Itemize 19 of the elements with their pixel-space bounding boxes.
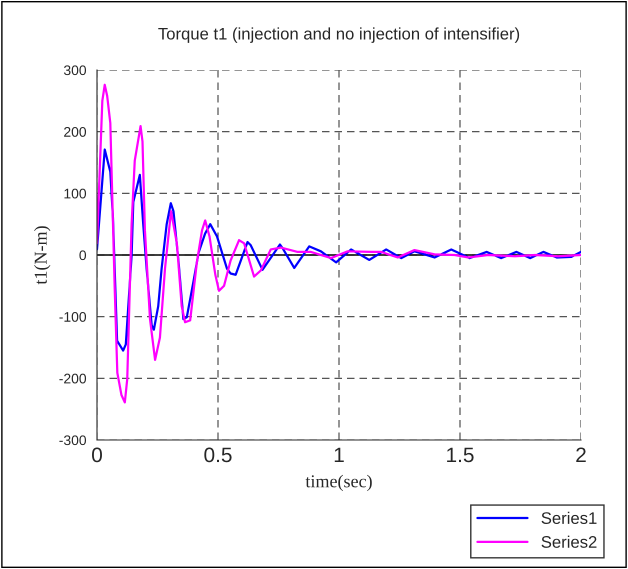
y-tick-label: 100 — [64, 188, 86, 199]
line-series — [97, 148, 581, 352]
y-tick-label: -300 — [59, 435, 86, 446]
x-axis-title: time(sec) — [306, 474, 372, 492]
y-tick-label: 200 — [64, 127, 86, 137]
legend-label: Series1 — [542, 512, 596, 524]
legend-label: Series2 — [542, 536, 596, 548]
y-tick-label: -100 — [59, 312, 86, 322]
x-tick-label: 0.5 — [204, 447, 232, 462]
line-series — [97, 84, 581, 404]
y-tick-label: -200 — [59, 374, 86, 384]
x-tick-label: 0 — [92, 447, 102, 462]
x-tick-label: 1.5 — [447, 448, 474, 462]
chart-title: Torque t1 (injection and no injection of intensifier) — [158, 27, 520, 43]
y-tick-label: 300 — [64, 65, 86, 76]
x-tick-label: 2 — [576, 447, 586, 462]
y-axis-title: t1(N-m) — [34, 226, 50, 284]
y-tick-label: 0 — [79, 250, 86, 260]
x-tick-label: 1 — [334, 448, 344, 462]
